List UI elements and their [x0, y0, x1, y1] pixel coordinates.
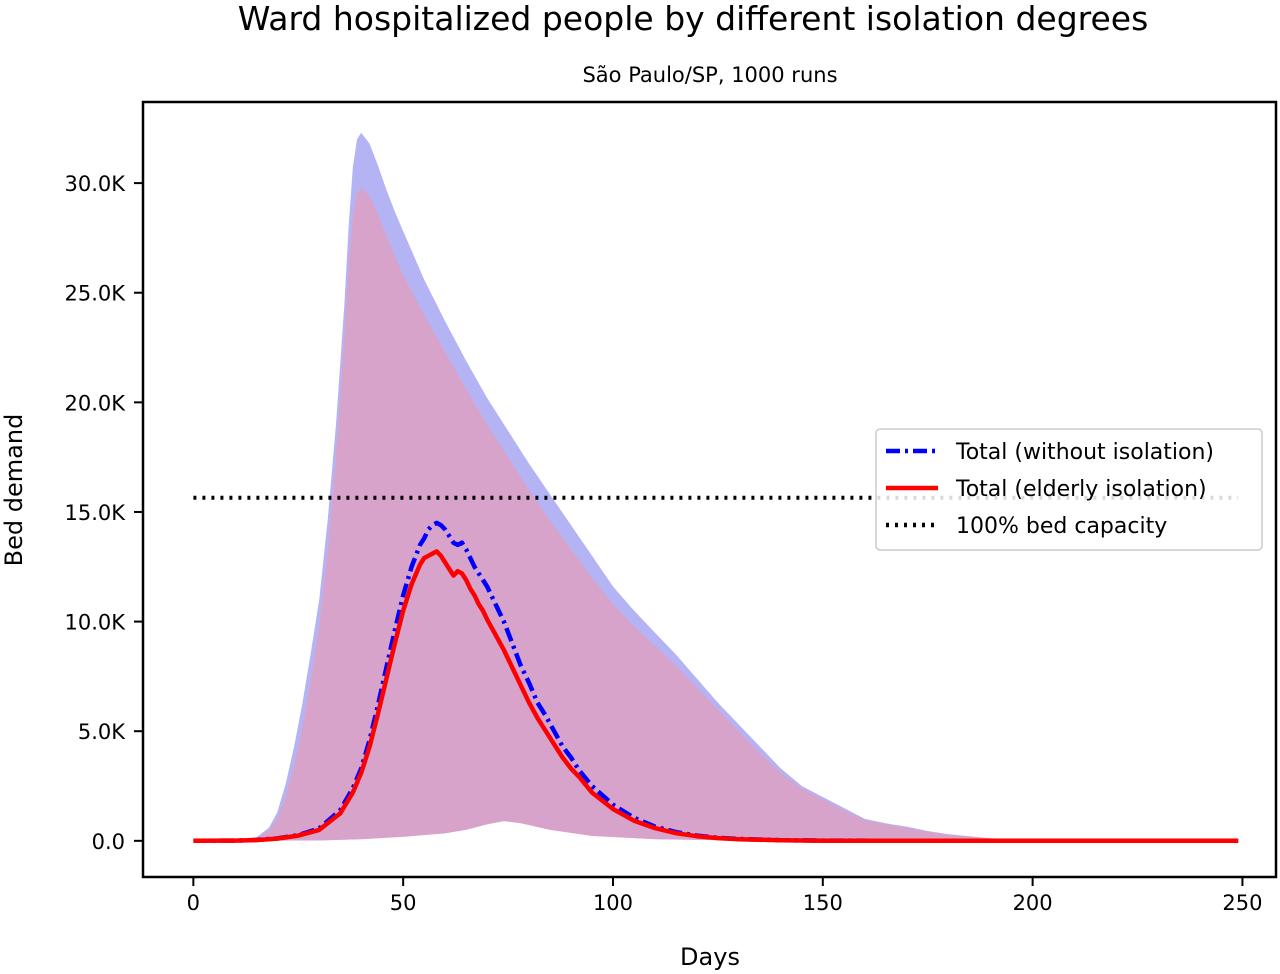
x-tick-label: 100: [593, 891, 633, 915]
x-tick-label: 250: [1222, 891, 1262, 915]
x-tick-label: 0: [187, 891, 200, 915]
y-tick-label: 5.0K: [78, 720, 126, 744]
legend: Total (without isolation) Total (elderly …: [875, 428, 1263, 551]
chart-title: Ward hospitalized people by different is…: [238, 0, 1149, 38]
y-tick-label: 20.0K: [64, 391, 126, 415]
legend-label-100-bed-capacity: 100% bed capacity: [956, 514, 1167, 539]
plot-area: [193, 132, 1239, 844]
legend-label-total-elderly-isolation: Total (elderly isolation): [955, 477, 1207, 502]
legend-label-total-without-isolation: Total (without isolation): [955, 440, 1214, 465]
x-tick-label: 200: [1013, 891, 1053, 915]
y-tick-label: 30.0K: [64, 172, 126, 196]
y-axis-label: Bed demand: [0, 414, 28, 567]
y-tick-label: 25.0K: [64, 282, 126, 306]
y-tick-label: 10.0K: [64, 611, 126, 635]
y-tick-label: 15.0K: [64, 501, 126, 525]
chart-subtitle: São Paulo/SP, 1000 runs: [582, 63, 837, 87]
x-tick-label: 50: [390, 891, 417, 915]
x-axis-label: Days: [680, 943, 740, 971]
legend-box: [875, 428, 1263, 551]
axes-frame: [141, 100, 1278, 879]
y-tick-label: 0.0: [92, 830, 125, 854]
x-tick-label: 150: [803, 891, 843, 915]
series-line-total-elderly-isolation: [193, 549, 1239, 844]
axes: 0 50 100 150 200 250 0.0 5.0K 10.0K 15.0K 20.0K 25.…: [64, 172, 1262, 915]
band-total-elderly-isolation: [193, 187, 1239, 841]
